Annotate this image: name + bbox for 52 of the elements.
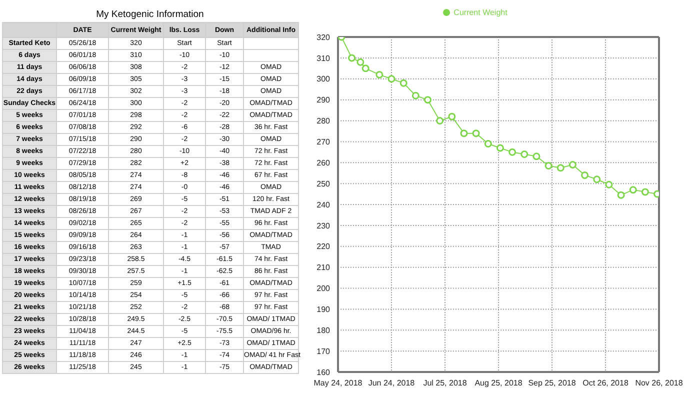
y-tick-label: 320: [316, 32, 331, 42]
y-tick-label: 170: [316, 346, 331, 356]
y-tick-label: 200: [316, 284, 331, 294]
y-tick-label: 270: [316, 138, 331, 147]
x-tick-label: Jul 25, 2018: [423, 378, 468, 388]
point: [448, 112, 456, 120]
point: [593, 176, 601, 184]
point: [376, 70, 384, 78]
point: [508, 148, 516, 156]
point: [348, 54, 356, 62]
y-tick-label: 300: [316, 74, 331, 84]
point: [556, 164, 564, 172]
y-tick-label: 210: [316, 263, 331, 272]
y-tick-label: 190: [316, 305, 331, 314]
point: [460, 130, 468, 138]
y-tick-label: 280: [316, 116, 331, 126]
y-tick-label: 220: [316, 242, 331, 252]
x-tick-label: Jun 24, 2018: [368, 378, 416, 388]
point: [356, 58, 364, 66]
point: [532, 152, 540, 160]
point: [400, 79, 408, 87]
y-tick-label: 160: [316, 368, 331, 377]
legend-label: Current Weight: [454, 8, 508, 17]
y-tick-label: 240: [316, 200, 331, 210]
y-tick-label: 310: [316, 54, 331, 63]
point: [581, 171, 589, 179]
x-tick-label: Sep 25, 2018: [528, 378, 576, 388]
x-tick-label: Nov 26, 2018: [635, 378, 684, 388]
x-tick-label: May 24, 2018: [314, 378, 363, 388]
point: [544, 162, 552, 170]
x-tick-label: Aug 25, 2018: [474, 378, 523, 388]
point: [629, 186, 637, 194]
point: [436, 117, 444, 124]
point: [388, 75, 396, 83]
text: My Ketogenic Information: [95, 8, 205, 22]
y-tick-label: 250: [316, 179, 331, 188]
point: [605, 180, 613, 188]
point: [520, 150, 528, 158]
y-tick-label: 260: [316, 158, 331, 168]
x-tick-label: Oct 26, 2018: [582, 378, 629, 388]
y-tick-label: 230: [316, 221, 331, 230]
y-tick-label: 290: [316, 96, 331, 105]
point: [617, 191, 625, 199]
point: [568, 160, 576, 168]
point: [412, 92, 420, 100]
point: [484, 140, 492, 148]
point: [424, 96, 432, 104]
point: [496, 144, 504, 152]
point: [641, 188, 649, 196]
point: [362, 64, 370, 72]
point: [472, 130, 480, 138]
y-tick-label: 180: [316, 326, 331, 335]
